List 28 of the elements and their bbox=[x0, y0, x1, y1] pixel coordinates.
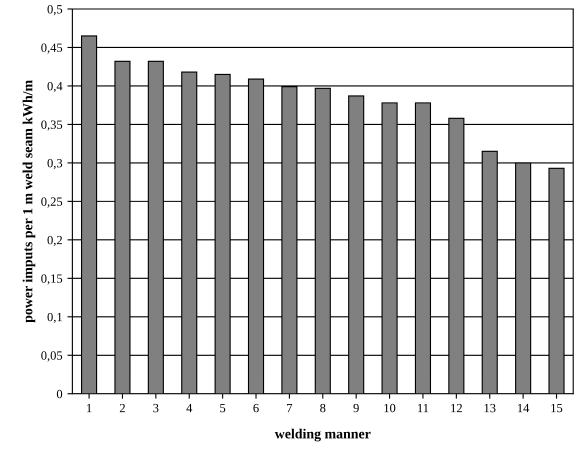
y-tick-label: 0,1 bbox=[48, 312, 62, 324]
y-tick-label: 0,05 bbox=[41, 351, 62, 362]
x-tick-label: 6 bbox=[253, 404, 259, 412]
x-tick-label: 3 bbox=[153, 404, 158, 412]
y-axis-title: power imputs per 1 m weld seam kWh/m bbox=[22, 80, 36, 323]
x-tick-label: 5 bbox=[220, 404, 226, 412]
y-tick-label: 0,4 bbox=[48, 82, 62, 92]
y-tick-label: 0,2 bbox=[48, 236, 62, 246]
y-tick-label: 0,5 bbox=[48, 5, 62, 16]
x-tick-label: 2 bbox=[120, 404, 125, 412]
x-tick-label: 4 bbox=[186, 404, 192, 412]
y-tick-label: 0,15 bbox=[41, 274, 62, 285]
x-tick-label: 10 bbox=[384, 404, 396, 412]
x-tick-label: 11 bbox=[418, 404, 428, 412]
y-tick-label: 0,25 bbox=[41, 197, 62, 208]
x-tick-label: 7 bbox=[287, 404, 292, 412]
x-tick-label: 14 bbox=[518, 404, 530, 412]
y-tick-label: 0,35 bbox=[41, 120, 62, 131]
y-tick-label: 0,45 bbox=[41, 44, 62, 54]
x-tick-label: 12 bbox=[451, 404, 462, 412]
x-axis-title: welding manner bbox=[274, 428, 371, 442]
x-tick-label: 13 bbox=[484, 404, 496, 412]
x-tick-label: 1 bbox=[87, 404, 92, 412]
x-tick-label: 9 bbox=[353, 404, 359, 412]
y-tick-label: 0 bbox=[56, 390, 62, 398]
x-tick-label: 8 bbox=[320, 404, 326, 412]
x-tick-label: 15 bbox=[551, 404, 562, 412]
y-tick-label: 0,3 bbox=[48, 158, 62, 170]
